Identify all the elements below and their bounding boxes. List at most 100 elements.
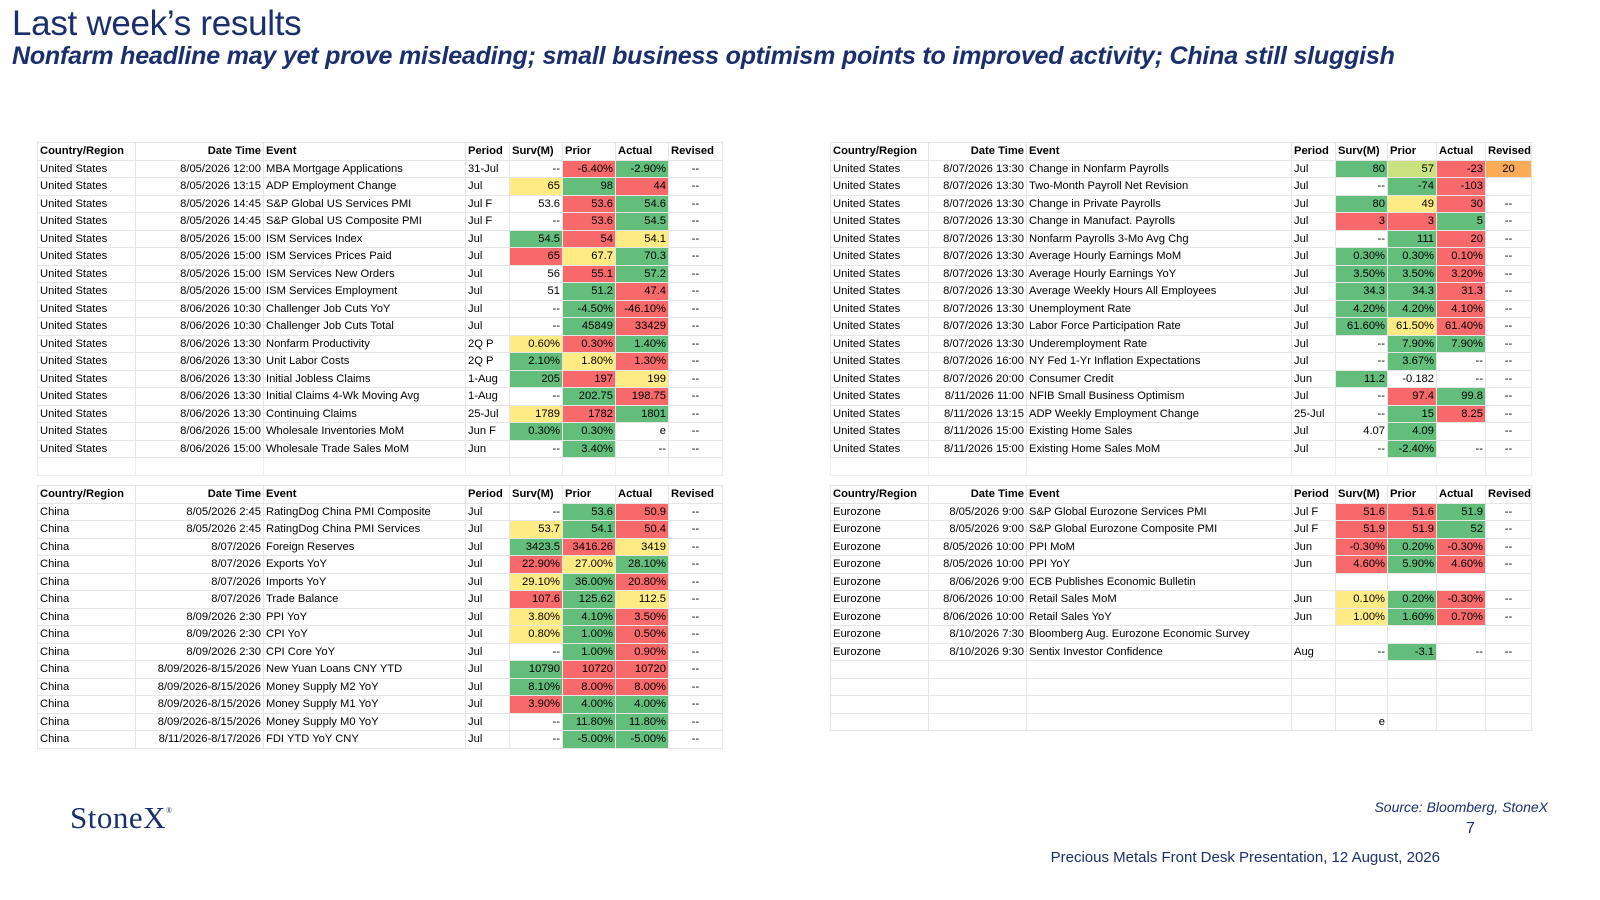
cell-actual: 3419 bbox=[615, 537, 669, 556]
cell-region: Eurozone bbox=[830, 520, 929, 539]
column-header-datetime: Date Time bbox=[928, 142, 1027, 161]
cell-revised bbox=[1485, 677, 1532, 696]
cell-revised: -- bbox=[1485, 334, 1532, 353]
cell-surv: -- bbox=[509, 159, 563, 178]
empty-cell bbox=[830, 457, 929, 476]
cell-prior: 1.00% bbox=[562, 642, 616, 661]
cell-event: Imports YoY bbox=[263, 572, 466, 591]
table-row: United States 8/06/2026 15:00 Wholesale Tr… bbox=[37, 439, 723, 458]
cell-revised: -- bbox=[668, 520, 723, 539]
cell-datetime: 8/07/2026 13:30 bbox=[928, 177, 1027, 196]
cell-surv: 0.30% bbox=[509, 422, 563, 441]
cell-period: Jul bbox=[465, 537, 510, 556]
cell-datetime: 8/11/2026 11:00 bbox=[928, 387, 1027, 406]
cell-surv: -- bbox=[1335, 404, 1388, 423]
cell-period: 25-Jul bbox=[1291, 404, 1336, 423]
cell-prior: -2.40% bbox=[1387, 439, 1437, 458]
table-row: China 8/09/2026-8/15/2026 New Yuan Loans C… bbox=[37, 660, 723, 679]
cell-prior bbox=[1387, 572, 1437, 591]
cell-revised: -- bbox=[1485, 194, 1532, 213]
cell-actual: 31.3 bbox=[1436, 282, 1486, 301]
cell-period bbox=[1291, 712, 1336, 731]
cell-revised: -- bbox=[668, 247, 723, 266]
table-row: United States 8/05/2026 15:00 ISM Services… bbox=[37, 247, 723, 266]
cell-period: Jul bbox=[465, 177, 510, 196]
cell-prior: 4.00% bbox=[562, 695, 616, 714]
cell-region bbox=[830, 660, 929, 679]
table-header-row: Country/Region Date Time Event Period Surv(M… bbox=[830, 142, 1532, 161]
cell-event: MBA Mortgage Applications bbox=[263, 159, 466, 178]
cell-period: Jul bbox=[465, 229, 510, 248]
cell-revised: -- bbox=[668, 369, 723, 388]
table-header-row: Country/Region Date Time Event Period Surv(M… bbox=[37, 485, 723, 504]
cell-revised: -- bbox=[1485, 369, 1532, 388]
table-row: United States 8/07/2026 13:30 Unemployment… bbox=[830, 299, 1532, 318]
cell-period: Jul bbox=[1291, 334, 1336, 353]
cell-period: Jul bbox=[465, 317, 510, 336]
cell-actual: 4.10% bbox=[1436, 299, 1486, 318]
cell-actual: 33429 bbox=[615, 317, 669, 336]
table-header-row: Country/Region Date Time Event Period Surv(M… bbox=[37, 142, 723, 161]
cell-prior: 34.3 bbox=[1387, 282, 1437, 301]
cell-datetime: 8/06/2026 15:00 bbox=[135, 422, 264, 441]
cell-actual: -- bbox=[1436, 642, 1486, 661]
cell-region: United States bbox=[830, 247, 929, 266]
cell-datetime bbox=[928, 677, 1027, 696]
cell-period: Jul bbox=[1291, 264, 1336, 283]
cell-actual: -2.90% bbox=[615, 159, 669, 178]
cell-actual: 1801 bbox=[615, 404, 669, 423]
cell-period: Jul bbox=[465, 264, 510, 283]
column-header-region: Country/Region bbox=[37, 142, 136, 161]
table-row: United States 8/07/2026 13:30 Change in Ma… bbox=[830, 212, 1532, 231]
cell-datetime: 8/05/2026 2:45 bbox=[135, 502, 264, 521]
cell-actual: 10720 bbox=[615, 660, 669, 679]
cell-region: United States bbox=[830, 369, 929, 388]
cell-surv bbox=[1335, 572, 1388, 591]
cell-period: Aug bbox=[1291, 642, 1336, 661]
empty-cell bbox=[1485, 457, 1532, 476]
cell-surv: 3.90% bbox=[509, 695, 563, 714]
cell-actual bbox=[1436, 660, 1486, 679]
cell-event: Challenger Job Cuts Total bbox=[263, 317, 466, 336]
column-header-actual: Actual bbox=[1436, 485, 1486, 504]
cell-period: Jul bbox=[465, 695, 510, 714]
cell-prior: 1.00% bbox=[562, 625, 616, 644]
cell-prior: 49 bbox=[1387, 194, 1437, 213]
cell-event: CPI Core YoY bbox=[263, 642, 466, 661]
cell-region: United States bbox=[830, 229, 929, 248]
cell-period: Jul bbox=[465, 299, 510, 318]
cell-datetime: 8/05/2026 15:00 bbox=[135, 247, 264, 266]
cell-event bbox=[1026, 695, 1292, 714]
cell-prior: 5.90% bbox=[1387, 555, 1437, 574]
cell-prior: 1.60% bbox=[1387, 607, 1437, 626]
cell-datetime: 8/05/2026 9:00 bbox=[928, 520, 1027, 539]
cell-event: Consumer Credit bbox=[1026, 369, 1292, 388]
cell-actual: 0.90% bbox=[615, 642, 669, 661]
cell-actual: 20 bbox=[1436, 229, 1486, 248]
cell-event: S&P Global US Services PMI bbox=[263, 194, 466, 213]
cell-region: United States bbox=[37, 404, 136, 423]
column-header-surv: Surv(M) bbox=[509, 142, 563, 161]
cell-actual bbox=[1436, 422, 1486, 441]
cell-region: China bbox=[37, 555, 136, 574]
cell-event: ADP Weekly Employment Change bbox=[1026, 404, 1292, 423]
cell-actual: -23 bbox=[1436, 159, 1486, 178]
cell-revised: -- bbox=[1485, 642, 1532, 661]
cell-revised bbox=[1485, 625, 1532, 644]
cell-period: Jul bbox=[1291, 299, 1336, 318]
table-row: China 8/05/2026 2:45 RatingDog China PMI S… bbox=[37, 520, 723, 539]
cell-surv: -- bbox=[509, 299, 563, 318]
cell-region: United States bbox=[830, 159, 929, 178]
cell-actual: -103 bbox=[1436, 177, 1486, 196]
cell-prior: 3.50% bbox=[1387, 264, 1437, 283]
table-row: United States 8/07/2026 13:30 Nonfarm Payr… bbox=[830, 229, 1532, 248]
cell-actual: 4.60% bbox=[1436, 555, 1486, 574]
cell-revised: -- bbox=[668, 387, 723, 406]
cell-datetime: 8/09/2026-8/15/2026 bbox=[135, 695, 264, 714]
cell-surv: 53.6 bbox=[509, 194, 563, 213]
column-header-revised: Revised bbox=[668, 485, 723, 504]
cell-revised: -- bbox=[1485, 317, 1532, 336]
cell-actual: 112.5 bbox=[615, 590, 669, 609]
cell-region: Eurozone bbox=[830, 502, 929, 521]
empty-cell bbox=[1436, 457, 1486, 476]
